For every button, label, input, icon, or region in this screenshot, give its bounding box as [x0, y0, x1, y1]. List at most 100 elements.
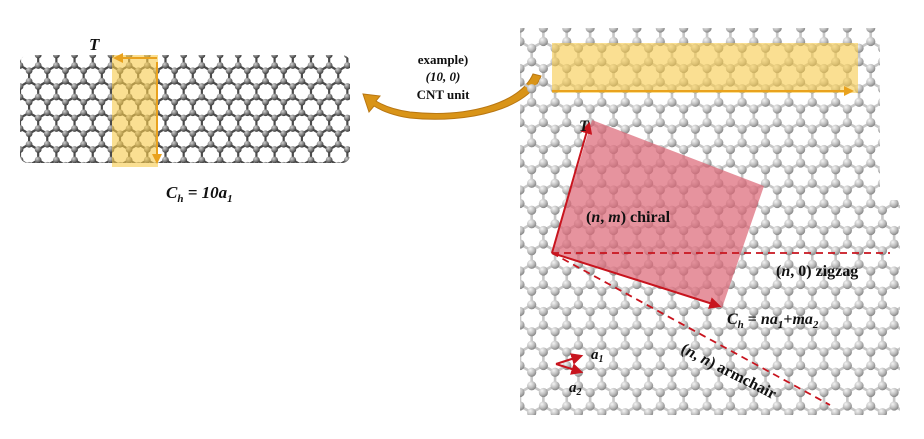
- lattice-atom: [334, 77, 342, 85]
- lattice-atom: [585, 279, 595, 290]
- lattice-bond: [302, 176, 311, 181]
- lattice-atom: [831, 138, 841, 148]
- lattice-atom: [620, 327, 630, 337]
- lattice-atom: [760, 138, 771, 148]
- lattice-atom: [334, 140, 342, 148]
- lattice-atom: [89, 93, 97, 101]
- lattice-atom: [198, 62, 206, 69]
- lattice-atom: [737, 300, 747, 310]
- lattice-atom: [842, 266, 852, 276]
- lattice-atom: [737, 408, 747, 415]
- lattice-atom: [842, 104, 852, 114]
- lattice-atom: [807, 259, 817, 269]
- lattice-bond: [520, 426, 532, 433]
- lattice-atom: [831, 422, 840, 431]
- lattice-atom: [562, 144, 572, 155]
- lattice-atom: [492, 266, 501, 275]
- lattice-atom: [807, 381, 817, 391]
- lattice-atom: [831, 205, 841, 215]
- lattice-atom: [901, 44, 910, 53]
- lattice-atom: [504, 17, 513, 26]
- lattice-atom: [585, 360, 595, 371]
- lattice-atom: [325, 114, 333, 122]
- lattice-atom: [644, 408, 654, 415]
- lattice-atom: [632, 401, 642, 411]
- basis-a2-arrow: [555, 363, 584, 375]
- lattice-atom: [80, 46, 87, 53]
- lattice-atom: [538, 63, 548, 74]
- lattice-atom: [679, 306, 689, 317]
- lattice-atom: [573, 340, 584, 350]
- lattice-atom: [866, 158, 876, 168]
- lattice-atom: [225, 77, 233, 85]
- lattice-atom: [842, 279, 852, 290]
- lattice-atom: [679, 28, 689, 33]
- lattice-bond: [29, 176, 38, 181]
- lattice-atom: [335, 36, 342, 43]
- lattice-atom: [550, 381, 560, 391]
- lattice-atom: [632, 28, 642, 33]
- lattice-atom: [655, 28, 665, 33]
- lattice-atom: [280, 109, 288, 117]
- lattice-atom: [562, 306, 572, 317]
- lattice-atom: [644, 124, 654, 134]
- lattice-atom: [20, 55, 24, 59]
- lattice-atom: [504, 381, 513, 390]
- lattice-atom: [343, 83, 350, 90]
- lattice-atom: [316, 109, 324, 117]
- translation-vector-arrow: [551, 121, 593, 254]
- lattice-atom: [80, 109, 88, 117]
- lattice-atom: [854, 3, 863, 12]
- lattice-atom: [298, 130, 306, 138]
- chiral-vector-arrow: [551, 252, 722, 309]
- lattice-atom: [216, 146, 224, 153]
- lattice-bond: [531, 28, 545, 30]
- lattice-bond: [601, 28, 615, 30]
- lattice-atom: [226, 36, 233, 43]
- lattice-atom: [749, 401, 759, 411]
- lattice-atom: [307, 93, 315, 101]
- lattice-atom: [877, 43, 888, 53]
- lattice-atom: [225, 98, 233, 106]
- lattice-atom: [298, 67, 306, 75]
- lattice-atom: [573, 367, 584, 377]
- lattice-atom: [538, 77, 548, 87]
- lattice-atom: [854, 408, 864, 415]
- lattice-atom: [784, 367, 794, 377]
- lattice-atom: [198, 125, 206, 132]
- lattice-bond: [788, 28, 802, 30]
- lattice-atom: [667, 97, 677, 107]
- lattice-atom: [343, 156, 350, 163]
- lattice-bond: [0, 66, 2, 71]
- lattice-atom: [562, 320, 572, 330]
- lattice-atom: [243, 67, 251, 75]
- lattice-atom: [842, 225, 852, 236]
- lattice-bond: [497, 224, 509, 231]
- lattice-bond: [284, 176, 293, 181]
- lattice-bond: [741, 28, 755, 30]
- lattice-atom: [71, 114, 78, 122]
- lattice-atom: [784, 408, 794, 415]
- lattice-atom: [244, 46, 251, 53]
- lattice-atom: [20, 125, 24, 132]
- lattice-atom: [749, 225, 759, 236]
- lattice-atom: [52, 55, 60, 59]
- lattice-atom: [795, 306, 806, 317]
- lattice-bond: [47, 176, 56, 181]
- lattice-bond: [485, 163, 497, 170]
- lattice-atom: [667, 300, 677, 310]
- lattice-atom: [889, 28, 899, 33]
- lattice-atom: [819, 158, 829, 168]
- lattice-bond: [602, 426, 614, 433]
- lattice-bond: [520, 384, 521, 394]
- lattice-atom: [760, 300, 771, 310]
- lattice-bond: [764, 28, 778, 30]
- lattice-atom: [854, 124, 864, 134]
- lattice-atom: [62, 36, 69, 43]
- lattice-atom: [527, 327, 537, 337]
- lattice-atom: [44, 36, 51, 43]
- lattice-atom: [225, 140, 233, 148]
- lattice-atom: [26, 36, 33, 43]
- lattice-atom: [492, 199, 501, 208]
- lattice-bond: [624, 28, 638, 30]
